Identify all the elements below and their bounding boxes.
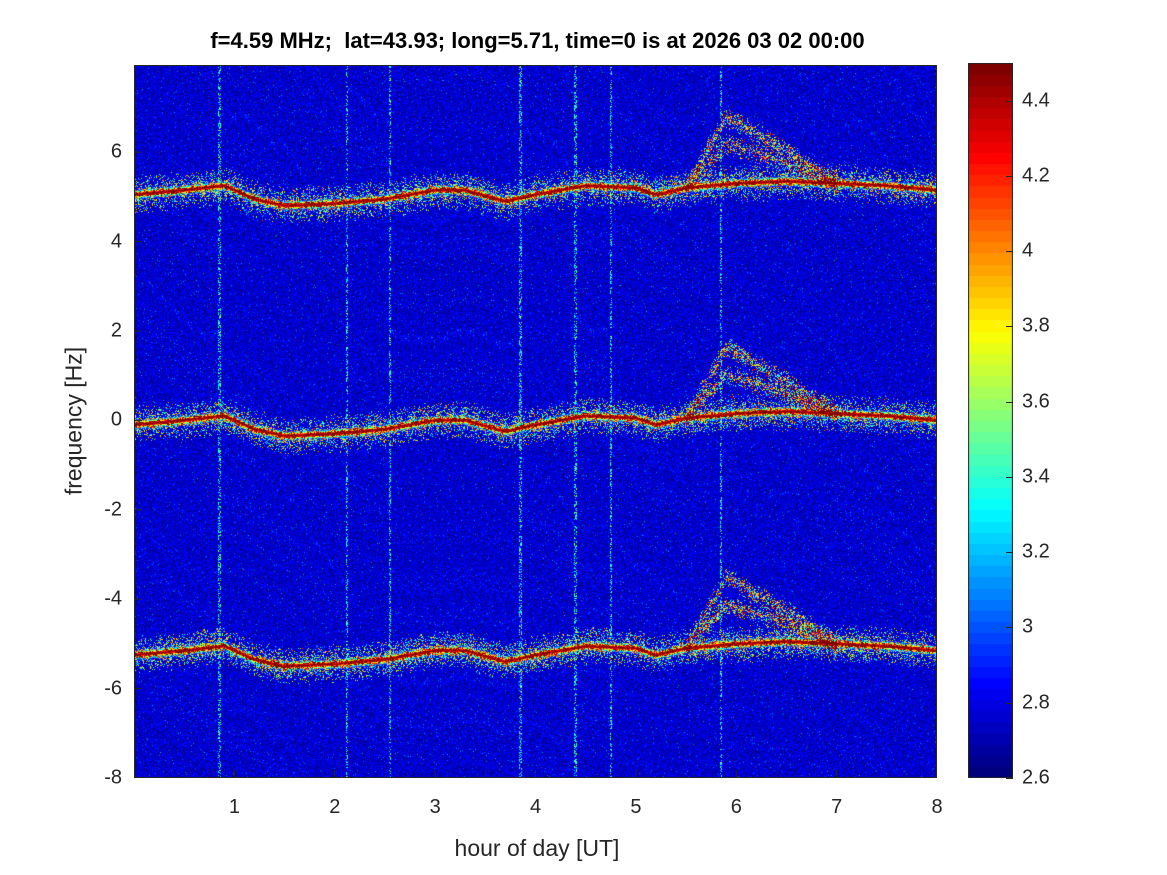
colorbar-tick-label: 3 [1022,615,1034,638]
colorbar-tick-label: 3.4 [1022,465,1050,488]
y-tick-label: 6 [110,140,122,163]
y-tick-label: -6 [104,677,122,700]
x-tick-label: 1 [228,796,240,818]
y-tick-label: 4 [110,230,122,253]
colorbar-tick-mark [1006,100,1013,102]
colorbar-tick-mark [1006,175,1013,177]
colorbar-tick-label: 3.8 [1022,314,1050,337]
y-axis-label: frequency [Hz] [60,346,87,496]
colorbar-tick-mark [1006,476,1013,478]
colorbar-tick-mark [1006,552,1013,554]
chart-title: f=4.59 MHz; lat=43.93; long=5.71, time=0… [210,28,865,53]
y-tick-label: 0 [110,408,122,431]
x-tick-label: 6 [730,796,742,818]
y-tick-label: 2 [110,319,122,342]
y-tick-label: -8 [104,766,122,789]
colorbar-tick-mark [1006,401,1013,403]
colorbar-tick-mark [1006,702,1013,704]
colorbar-tick-label: 4 [1022,239,1034,262]
y-tick-label: -2 [104,498,122,521]
colorbar-tick-label: 2.6 [1022,766,1050,789]
x-tick-label: 5 [630,796,642,818]
colorbar-tick-mark [1006,627,1013,629]
colorbar-tick-label: 3.2 [1022,540,1050,563]
y-tick-label: -4 [104,587,122,610]
colorbar-tick-label: 3.6 [1022,390,1050,413]
x-axis-label: hour of day [UT] [454,835,620,861]
colorbar-tick-label: 2.8 [1022,691,1050,714]
x-tick-label: 7 [831,796,843,818]
x-tick-label: 2 [329,796,341,818]
colorbar-tick-label: 4.2 [1022,164,1050,187]
x-tick-label: 4 [529,796,542,818]
plot-area [134,65,937,778]
spectrogram-heatmap [134,65,937,778]
x-tick-label: 3 [429,796,441,818]
colorbar-tick-mark [1006,778,1013,779]
x-tick-label: 8 [931,796,943,818]
colorbar [968,63,1013,778]
colorbar-tick-mark [1006,326,1013,328]
colorbar-tick-mark [1006,251,1013,253]
colorbar-tick-label: 4.4 [1022,89,1050,112]
